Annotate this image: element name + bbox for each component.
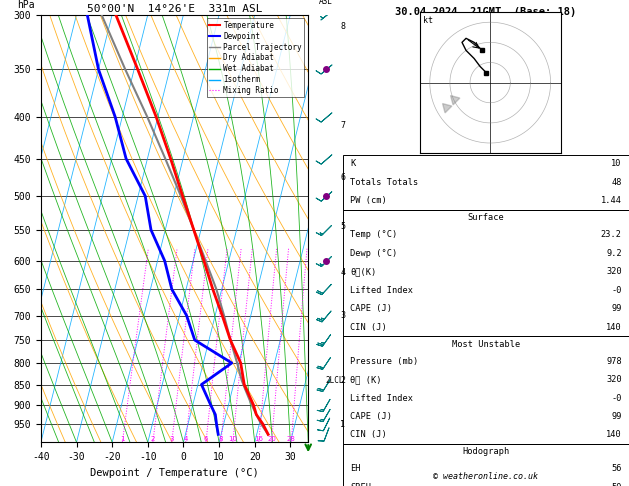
Text: Hodograph: Hodograph <box>462 448 509 456</box>
Text: Pressure (mb): Pressure (mb) <box>350 357 418 365</box>
Text: Surface: Surface <box>467 213 504 222</box>
Text: 2: 2 <box>151 436 155 442</box>
Text: 3: 3 <box>169 436 174 442</box>
Bar <box>343 155 629 210</box>
Text: CAPE (J): CAPE (J) <box>350 304 392 313</box>
Text: 6: 6 <box>340 174 345 182</box>
Text: 2LCL: 2LCL <box>326 376 344 385</box>
Text: 99: 99 <box>611 304 622 313</box>
Text: 48: 48 <box>611 178 622 187</box>
Text: 50: 50 <box>611 483 622 486</box>
Text: Lifted Index: Lifted Index <box>350 394 413 402</box>
Text: 6: 6 <box>204 436 208 442</box>
X-axis label: Dewpoint / Temperature (°C): Dewpoint / Temperature (°C) <box>90 468 259 478</box>
Bar <box>343 444 629 486</box>
Text: 2: 2 <box>340 376 345 385</box>
Text: Lifted Index: Lifted Index <box>350 286 413 295</box>
Text: 9.2: 9.2 <box>606 249 622 258</box>
Text: © weatheronline.co.uk: © weatheronline.co.uk <box>433 472 538 481</box>
Text: 978: 978 <box>606 357 622 365</box>
Text: 1: 1 <box>120 436 125 442</box>
Text: CIN (J): CIN (J) <box>350 323 387 331</box>
Text: 320: 320 <box>606 267 622 276</box>
Text: 4: 4 <box>184 436 188 442</box>
Text: 140: 140 <box>606 431 622 439</box>
Text: 10: 10 <box>228 436 237 442</box>
Text: SREH: SREH <box>350 483 371 486</box>
Text: CAPE (J): CAPE (J) <box>350 412 392 421</box>
Text: 10: 10 <box>611 159 622 168</box>
Text: K: K <box>350 159 355 168</box>
Text: EH: EH <box>350 465 360 473</box>
Text: 5: 5 <box>340 222 345 231</box>
Text: PW (cm): PW (cm) <box>350 196 387 205</box>
Text: Dewp (°C): Dewp (°C) <box>350 249 397 258</box>
Text: 4: 4 <box>340 268 345 277</box>
Text: hPa: hPa <box>17 0 35 10</box>
Text: 7: 7 <box>340 121 345 130</box>
Text: Most Unstable: Most Unstable <box>452 340 520 348</box>
Text: Temp (°C): Temp (°C) <box>350 230 397 239</box>
Text: θᴇ(K): θᴇ(K) <box>350 267 376 276</box>
Text: 1.44: 1.44 <box>601 196 622 205</box>
Text: 23.2: 23.2 <box>601 230 622 239</box>
Text: CIN (J): CIN (J) <box>350 431 387 439</box>
Bar <box>343 336 629 444</box>
Text: 140: 140 <box>606 323 622 331</box>
Text: 8: 8 <box>219 436 223 442</box>
Text: 30.04.2024  21GMT  (Base: 18): 30.04.2024 21GMT (Base: 18) <box>395 7 577 17</box>
Bar <box>343 210 629 336</box>
Text: 28: 28 <box>287 436 296 442</box>
Text: θᴇ (K): θᴇ (K) <box>350 375 381 384</box>
Text: -0: -0 <box>611 394 622 402</box>
Text: -0: -0 <box>611 286 622 295</box>
Text: 56: 56 <box>611 465 622 473</box>
Text: 320: 320 <box>606 375 622 384</box>
Text: 3: 3 <box>340 311 345 320</box>
Title: 50°00'N  14°26'E  331m ASL: 50°00'N 14°26'E 331m ASL <box>87 4 262 14</box>
Text: 8: 8 <box>340 22 345 31</box>
Text: km
ASL: km ASL <box>318 0 333 6</box>
Text: 16: 16 <box>254 436 264 442</box>
Text: 1: 1 <box>340 419 345 429</box>
Text: 99: 99 <box>611 412 622 421</box>
Text: Totals Totals: Totals Totals <box>350 178 418 187</box>
Legend: Temperature, Dewpoint, Parcel Trajectory, Dry Adiabat, Wet Adiabat, Isotherm, Mi: Temperature, Dewpoint, Parcel Trajectory… <box>207 18 304 97</box>
Text: 20: 20 <box>267 436 276 442</box>
